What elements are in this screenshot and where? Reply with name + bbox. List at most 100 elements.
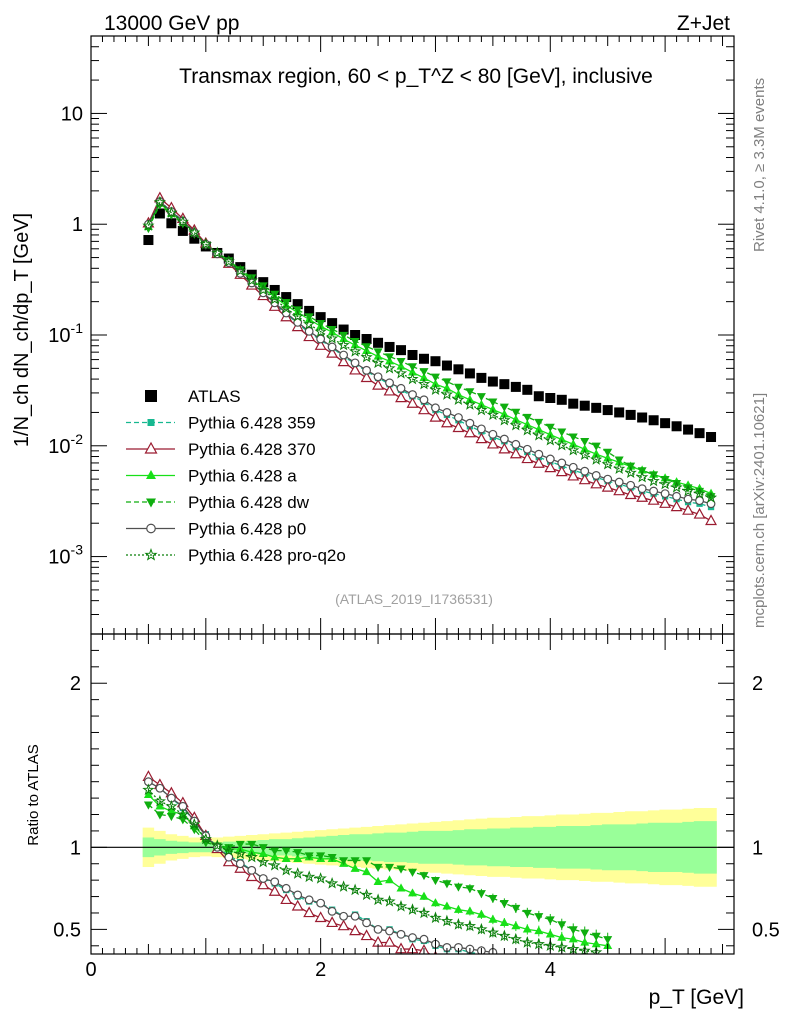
point-pythia-6-428-pro-q2o: [498, 413, 511, 426]
point-pythia-6-428-p0: [454, 413, 463, 422]
point-atlas: [361, 334, 372, 345]
point-pythia-6-428-370: [636, 491, 649, 502]
ratio-point-pythia-6-428-pro-q2o: [280, 863, 293, 876]
point-pythia-6-428-dw: [442, 378, 452, 387]
point-pythia-6-428-p0: [396, 383, 406, 393]
point-pythia-6-428-370: [509, 447, 522, 459]
point-pythia-6-428-370: [601, 480, 614, 492]
ratio-point-pythia-6-428-p0: [396, 929, 406, 939]
ratio-point-pythia-6-428-dw: [143, 801, 153, 810]
point-pythia-6-428-a: [568, 439, 578, 448]
legend-entry-atlas: ATLAS: [145, 387, 241, 406]
point-pythia-6-428-pro-q2o: [693, 487, 706, 499]
point-atlas: [281, 292, 292, 303]
ratio-point-pythia-6-428-p0: [224, 852, 234, 862]
point-pythia-6-428-dw: [499, 403, 509, 412]
point-pythia-6-428-p0: [637, 484, 647, 494]
ratio-point-pythia-6-428-a: [476, 909, 486, 918]
ratio-point-pythia-6-428-pro-q2o: [268, 858, 281, 871]
point-pythia-6-428-dw: [695, 487, 705, 497]
point-pythia-6-428-370: [705, 514, 718, 526]
ratio-series-pythia-6-428-p0: [143, 777, 498, 954]
point-pythia-6-428-pro-q2o: [486, 408, 500, 421]
point-atlas: [327, 318, 338, 329]
point-pythia-6-428-dw: [339, 331, 349, 340]
point-pythia-6-428-p0: [385, 378, 394, 388]
ratio-point-pythia-6-428-p0: [304, 895, 314, 905]
main-frame: [90, 35, 735, 635]
point-pythia-6-428-370: [440, 416, 453, 428]
ratio-point-pythia-6-428-p0: [408, 933, 417, 943]
legend-label: Pythia 6.428 p0: [188, 520, 306, 539]
point-pythia-6-428-pro-q2o: [590, 453, 603, 465]
ratio-point-pythia-6-428-a: [350, 863, 360, 872]
ytick-label: 10-3: [48, 542, 83, 569]
legend-marker: [146, 523, 156, 534]
ratio-point-pythia-6-428-pro-q2o: [234, 847, 247, 860]
point-pythia-6-428-pro-q2o: [521, 423, 534, 436]
ratio-point-pythia-6-428-a: [568, 934, 578, 943]
ratio-point-pythia-6-428-a: [453, 904, 463, 913]
point-pythia-6-428-p0: [522, 444, 532, 454]
point-pythia-6-428-pro-q2o: [142, 219, 155, 231]
point-pythia-6-428-370: [463, 426, 476, 438]
line-pythia-6-428-359: [147, 199, 712, 508]
point-pythia-6-428-pro-q2o: [463, 398, 476, 410]
point-pythia-6-428-p0: [339, 350, 349, 360]
point-atlas: [568, 398, 579, 409]
point-pythia-6-428-dw: [465, 388, 475, 397]
point-pythia-6-428-p0: [281, 308, 291, 318]
point-pythia-6-428-p0: [591, 471, 601, 480]
ratio-point-pythia-6-428-pro-q2o: [245, 850, 258, 863]
ratio-ytick-label-right: 1: [752, 837, 763, 859]
point-pythia-6-428-370: [429, 410, 442, 422]
ratio-point-pythia-6-428-pro-q2o: [440, 914, 454, 927]
point-atlas: [694, 428, 705, 439]
ratio-point-pythia-6-428-a: [373, 876, 383, 885]
point-atlas: [706, 432, 717, 443]
ratio-point-pythia-6-428-dw: [316, 852, 326, 861]
point-pythia-6-428-p0: [511, 439, 521, 449]
ratio-ytick-label: 2: [70, 673, 81, 695]
ratio-ytick-label: 0.5: [53, 919, 81, 941]
ratio-point-pythia-6-428-pro-q2o: [475, 922, 488, 935]
ratio-point-pythia-6-428-pro-q2o: [188, 817, 201, 830]
point-pythia-6-428-pro-q2o: [567, 443, 580, 456]
point-atlas: [373, 337, 384, 348]
point-pythia-6-428-370: [659, 497, 672, 508]
legend-marker: [144, 441, 158, 454]
point-pythia-6-428-p0: [660, 489, 670, 499]
ratio-point-pythia-6-428-dw: [385, 863, 395, 872]
ratio-point-pythia-6-428-pro-q2o: [452, 918, 465, 930]
ratio-point-pythia-6-428-dw: [235, 840, 245, 850]
point-pythia-6-428-p0: [603, 474, 613, 484]
ratio-point-pythia-6-428-dw: [534, 913, 544, 922]
point-pythia-6-428-370: [647, 493, 660, 505]
ratio-point-pythia-6-428-p0: [235, 859, 245, 869]
ratio-point-pythia-6-428-a: [545, 929, 555, 938]
xtick-label: 0: [85, 959, 96, 981]
series-atlas: [143, 208, 717, 443]
point-pythia-6-428-p0: [362, 365, 371, 375]
point-pythia-6-428-dw: [580, 438, 590, 447]
ratio-point-pythia-6-428-pro-q2o: [165, 799, 178, 812]
ratio-point-pythia-6-428-a: [522, 924, 532, 933]
point-atlas: [269, 284, 280, 295]
point-pythia-6-428-pro-q2o: [325, 331, 339, 344]
point-pythia-6-428-p0: [316, 334, 326, 344]
ratio-point-pythia-6-428-pro-q2o: [211, 839, 224, 851]
point-pythia-6-428-dw: [304, 313, 314, 322]
point-atlas: [154, 208, 165, 219]
series-pythia-6-428-p0: [143, 197, 716, 509]
ratio-point-pythia-6-428-370: [446, 953, 447, 954]
point-pythia-6-428-pro-q2o: [349, 345, 362, 357]
point-pythia-6-428-370: [521, 452, 534, 464]
point-pythia-6-428-370: [486, 437, 499, 449]
ratio-point-pythia-6-428-a: [591, 939, 601, 948]
ratio-point-pythia-6-428-pro-q2o: [199, 832, 212, 845]
point-pythia-6-428-pro-q2o: [601, 457, 614, 470]
point-pythia-6-428-dw: [316, 319, 326, 329]
point-pythia-6-428-p0: [442, 408, 452, 417]
series-pythia-6-428-pro-q2o: [142, 195, 718, 503]
legend-marker: [145, 390, 157, 402]
